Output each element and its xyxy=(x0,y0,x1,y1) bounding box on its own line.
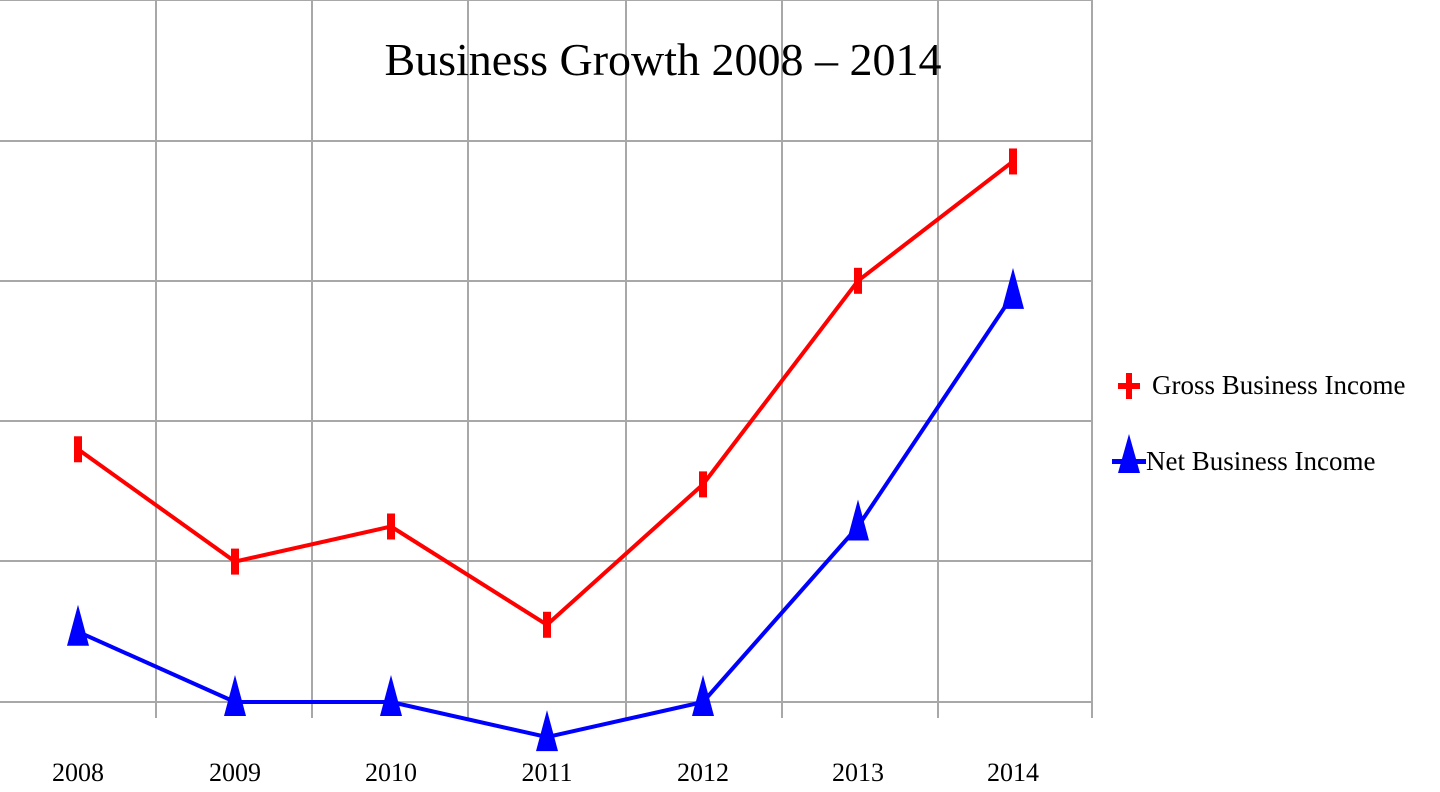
data-point-marker xyxy=(536,710,558,752)
data-point-marker xyxy=(847,499,869,541)
legend-label: Gross Business Income xyxy=(1152,370,1405,400)
x-tick-label: 2010 xyxy=(365,758,417,787)
data-point-marker xyxy=(387,513,395,540)
series-net xyxy=(67,267,1024,752)
data-point-marker xyxy=(692,675,714,716)
x-tick-label: 2009 xyxy=(209,758,261,787)
x-tick-label: 2008 xyxy=(52,758,104,787)
data-point-marker xyxy=(67,604,89,646)
data-point-marker xyxy=(1009,148,1017,175)
series-line xyxy=(76,159,1015,627)
chart-title: Business Growth 2008 – 2014 xyxy=(384,34,941,85)
legend-item: Gross Business Income xyxy=(1118,370,1405,400)
data-point-marker xyxy=(380,675,402,716)
x-tick-label: 2012 xyxy=(677,758,729,787)
data-point-marker xyxy=(231,548,239,575)
grid xyxy=(0,0,1093,718)
series-group xyxy=(67,148,1024,752)
legend: Gross Business Income Net Business Income xyxy=(1112,370,1405,476)
legend-item: Net Business Income xyxy=(1112,434,1375,476)
x-tick-label: 2011 xyxy=(521,758,572,787)
legend-marker xyxy=(1126,373,1132,399)
data-point-marker xyxy=(224,675,246,716)
data-point-marker xyxy=(543,611,551,638)
legend-label: Net Business Income xyxy=(1146,446,1375,476)
x-axis-tick-labels: 2008 2009 2010 2011 2012 2013 2014 xyxy=(52,758,1039,787)
data-point-marker xyxy=(699,471,707,498)
series-line xyxy=(77,293,1015,740)
x-tick-label: 2013 xyxy=(832,758,884,787)
legend-marker xyxy=(1118,434,1140,473)
data-point-marker xyxy=(74,436,82,463)
x-tick-label: 2014 xyxy=(987,758,1039,787)
series-gross xyxy=(74,148,1017,638)
data-point-marker xyxy=(1002,267,1024,309)
data-point-marker xyxy=(854,267,862,294)
